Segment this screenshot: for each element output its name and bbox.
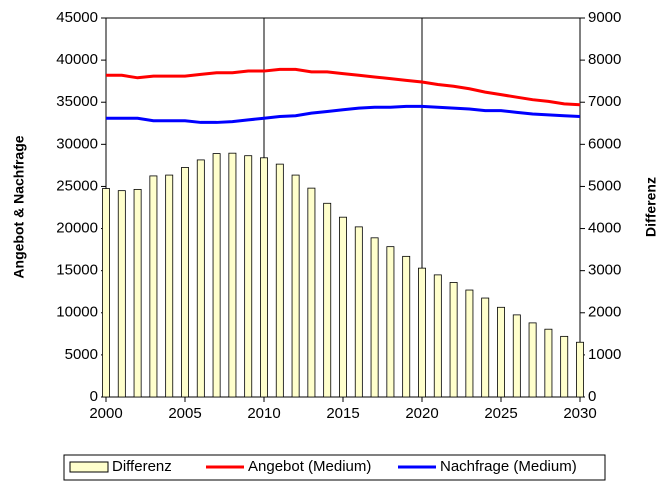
y2-tick-label: 0 <box>588 388 596 405</box>
y2-tick-label: 6000 <box>588 135 621 152</box>
bar <box>418 267 426 398</box>
line <box>106 67 581 107</box>
bar <box>512 314 521 398</box>
bar <box>576 341 584 398</box>
y2-tick-label: 7000 <box>588 93 621 110</box>
x-tick-label: 2000 <box>89 405 122 422</box>
x-tick-label: 2025 <box>484 405 517 422</box>
bar <box>465 289 474 398</box>
bar <box>433 274 442 398</box>
bar <box>307 187 316 398</box>
line <box>106 104 581 124</box>
bar <box>339 216 347 398</box>
bar <box>354 226 363 398</box>
y2-axis-title: Differenz <box>643 177 659 237</box>
bar <box>228 152 237 398</box>
y2-tick-label: 5000 <box>588 177 621 194</box>
y2-tick-label: 9000 <box>588 9 621 26</box>
legend-label: Angebot (Medium) <box>248 458 371 475</box>
bar <box>386 246 395 398</box>
legend-box <box>63 454 606 481</box>
y-axis-title: Angebot & Nachfrage <box>11 135 27 278</box>
bar <box>560 335 569 398</box>
bar <box>402 255 411 398</box>
y-tick-label: 5000 <box>65 346 98 363</box>
x-tick-label: 2020 <box>405 405 438 422</box>
bar <box>497 306 505 398</box>
bar <box>212 153 221 398</box>
bar <box>260 157 268 398</box>
y-tick-label: 40000 <box>56 51 98 68</box>
y-tick-label: 10000 <box>56 304 98 321</box>
x-tick-label: 2030 <box>563 405 596 422</box>
x-tick-label: 2005 <box>168 405 201 422</box>
y2-tick-label: 3000 <box>588 262 621 279</box>
bar <box>528 322 537 398</box>
legend-label: Differenz <box>112 458 172 475</box>
y2-tick-label: 4000 <box>588 220 621 237</box>
y-tick-label: 30000 <box>56 135 98 152</box>
bar <box>149 175 158 398</box>
bar <box>275 163 284 398</box>
bar <box>244 155 253 398</box>
x-tick-label: 2010 <box>247 405 280 422</box>
y-tick-label: 0 <box>90 388 98 405</box>
y-tick-label: 35000 <box>56 93 98 110</box>
legend-swatch <box>69 461 109 473</box>
y-tick-label: 25000 <box>56 177 98 194</box>
bar <box>196 159 205 398</box>
bar <box>370 237 379 398</box>
bar <box>102 188 110 398</box>
y2-tick-label: 2000 <box>588 304 621 321</box>
y2-tick-label: 8000 <box>588 51 621 68</box>
y-tick-label: 45000 <box>56 9 98 26</box>
y2-tick-label: 1000 <box>588 346 621 363</box>
bar <box>449 282 458 398</box>
bar <box>544 328 553 398</box>
bar <box>165 174 174 398</box>
bar <box>291 174 300 398</box>
bar <box>133 188 142 398</box>
bar <box>323 202 332 398</box>
x-tick-label: 2015 <box>326 405 359 422</box>
y-tick-label: 20000 <box>56 220 98 237</box>
y-tick-label: 15000 <box>56 262 98 279</box>
bar <box>181 167 189 398</box>
legend-label: Nachfrage (Medium) <box>440 458 577 475</box>
bar <box>117 190 126 398</box>
bar <box>481 297 490 398</box>
